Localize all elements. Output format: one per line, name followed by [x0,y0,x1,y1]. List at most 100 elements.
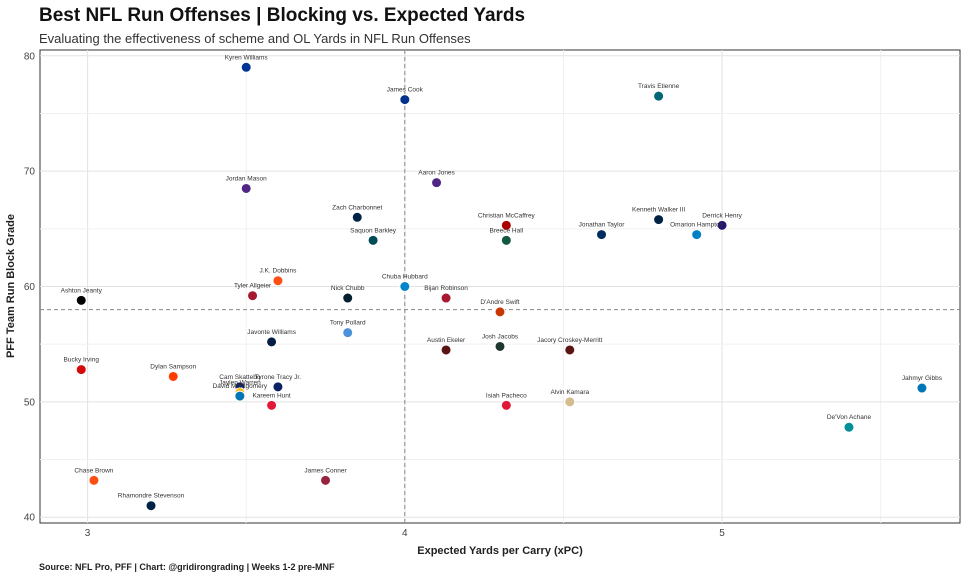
player-label: Christian McCaffrey [478,212,536,219]
data-point: Jacory Croskey-Merritt [537,337,603,356]
team-logo-marker [564,396,576,408]
team-logo-marker [716,219,728,231]
data-point: Austin Ekeler [427,337,466,356]
player-label: Tyrone Tracy Jr. [255,374,301,381]
data-point: Bucky Irving [64,357,99,376]
team-logo-marker [247,290,259,302]
player-label: Travis Etienne [638,83,680,90]
player-label: Tyler Allgeier [234,283,272,290]
player-label: Kenneth Walker III [632,207,685,214]
player-label: Austin Ekeler [427,337,466,344]
team-logo-marker [494,340,506,352]
player-label: Tony Pollard [330,320,366,327]
player-label: David Montgomery [213,383,268,390]
team-logo-marker [266,336,278,348]
player-label: Dylan Sampson [150,363,196,370]
team-logo-marker [494,306,506,318]
x-tick-label: 3 [85,528,91,539]
data-point: Tyler Allgeier [234,283,272,302]
source-caption: Source: NFL Pro, PFF | Chart: @gridirong… [39,562,335,572]
team-logo-marker [75,294,87,306]
team-logo-marker [167,370,179,382]
data-point: Rhamondre Stevenson [118,493,185,512]
player-label: Chase Brown [74,467,113,474]
player-label: Ashton Jeanty [61,287,103,294]
data-point: Aaron Jones [418,170,456,189]
team-logo-marker [564,344,576,356]
team-logo-marker [440,292,452,304]
team-logo-marker [653,214,665,226]
y-tick-label: 60 [24,282,36,293]
y-tick-label: 70 [24,167,36,178]
player-label: Nick Chubb [331,285,365,292]
reference-lines [40,50,960,523]
data-point: Breece Hall [490,227,524,246]
player-label: Cam Skattebo [219,374,261,381]
team-logo-marker [500,234,512,246]
data-point: Jonathan Taylor [579,222,626,241]
data-point: David Montgomery [213,383,268,402]
data-point: Chase Brown [74,467,114,486]
team-logo-marker [342,327,354,339]
player-label: Jacory Croskey-Merritt [537,337,603,344]
team-logo-marker [240,182,252,194]
team-logo-marker [916,382,928,394]
data-point: Jordan Mason [226,175,267,194]
data-point: D'Andre Swift [480,299,520,318]
data-point: James Cook [387,87,424,106]
team-logo-marker [440,344,452,356]
x-tick-label: 4 [402,528,408,539]
team-logo-marker [399,281,411,292]
player-label: Jonathan Taylor [579,222,626,229]
team-logo-marker [691,229,703,241]
data-point: Kenneth Walker III [632,207,685,226]
y-axis-title: PFF Team Run Block Grade [5,214,17,358]
player-label: Jaylen Warren [219,380,261,387]
player-label: D'Andre Swift [480,299,519,306]
axis-ticks: 3 4 5 40 50 60 70 80 [24,51,725,539]
data-point: Kyren Williams [225,54,269,73]
y-tick-label: 40 [24,513,36,524]
x-tick-label: 5 [719,528,725,539]
player-label: Derrick Henry [702,212,742,219]
player-label: Kyren Williams [225,54,269,61]
player-label: Josh Jacobs [482,333,519,340]
player-label: Alvin Kamara [550,389,589,396]
chart-title: Best NFL Run Offenses | Blocking vs. Exp… [39,5,526,26]
y-tick-label: 50 [24,397,36,408]
player-label: Isiah Pacheco [486,392,527,399]
team-logo-marker [272,381,284,393]
player-label: Rhamondre Stevenson [118,493,185,500]
team-logo-marker [431,177,443,189]
player-label: Javonte Williams [247,329,297,336]
team-logo-marker [240,61,252,73]
player-label: Kareem Hunt [252,392,290,399]
chart-subtitle: Evaluating the effectiveness of scheme a… [39,31,471,46]
data-point: Christian McCaffrey [478,212,536,231]
y-tick-label: 80 [24,51,36,62]
data-point: Nick Chubb [331,285,365,304]
data-point: Derrick Henry [702,212,743,231]
team-logo-marker [145,500,157,512]
player-label: Bijan Robinson [424,285,468,292]
data-point: Isiah Pacheco [486,392,527,411]
data-point: Dylan Sampson [150,363,197,382]
team-logo-marker [342,292,354,304]
team-logo-marker [653,90,665,102]
data-point: Kareem Hunt [252,392,291,411]
team-logo-marker [843,421,855,433]
player-label: Zach Charbonnet [332,204,382,211]
player-label: Aaron Jones [418,170,455,177]
data-point: Saquon Barkley [350,227,397,246]
team-logo-marker [234,390,246,402]
data-point: Tyrone Tracy Jr. [255,374,301,393]
player-label: James Cook [387,87,424,94]
data-point: Javonte Williams [247,329,297,348]
team-logo-marker [272,275,284,287]
player-label: Jahmyr Gibbs [902,375,943,382]
data-point: Ashton Jeanty [61,287,103,306]
player-label: Breece Hall [490,227,524,234]
team-logo-marker [596,229,608,241]
player-label: De'Von Achane [827,414,872,421]
player-label: James Conner [304,467,347,474]
